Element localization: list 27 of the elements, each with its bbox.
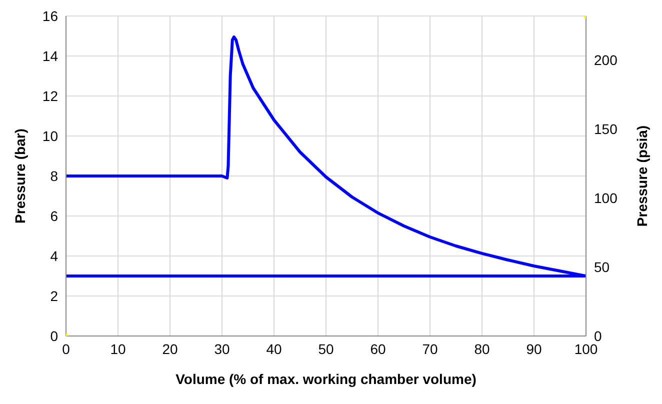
- y-tick-label: 4: [50, 248, 58, 264]
- line-series: [66, 36, 586, 278]
- y2-tick-label: 150: [594, 121, 618, 138]
- y-axis-title: Pressure (bar): [12, 128, 28, 224]
- y-tick-label: 0: [50, 328, 58, 344]
- x-axis-title: Volume (% of max. working chamber volume): [176, 371, 476, 387]
- x-tick-label: 90: [526, 340, 542, 357]
- y2-tick-label: 200: [594, 52, 618, 68]
- x-tick-label: 40: [266, 340, 282, 357]
- x-tick-label: 60: [370, 340, 386, 357]
- x-tick-label: 30: [214, 340, 230, 357]
- y2-tick-label: 50: [594, 259, 610, 276]
- y-tick-label: 10: [42, 128, 58, 144]
- x-tick-label: 80: [474, 340, 490, 357]
- y-tick-label: 8: [50, 168, 58, 184]
- x-tick-label: 50: [318, 340, 334, 357]
- x-tick-label: 70: [422, 340, 438, 357]
- y-tick-label: 12: [42, 88, 58, 104]
- y2-tick-label: 100: [594, 190, 618, 206]
- y-tick-label: 16: [42, 8, 58, 24]
- y2-axis-title: Pressure (psia): [634, 125, 650, 227]
- x-tick-label: 10: [110, 340, 126, 357]
- y-tick-label: 14: [42, 48, 58, 64]
- y-tick-label: 2: [50, 288, 58, 304]
- x-tick-label: 0: [62, 340, 70, 357]
- y-tick-label: 6: [50, 208, 58, 224]
- x-tick-label: 20: [162, 340, 178, 357]
